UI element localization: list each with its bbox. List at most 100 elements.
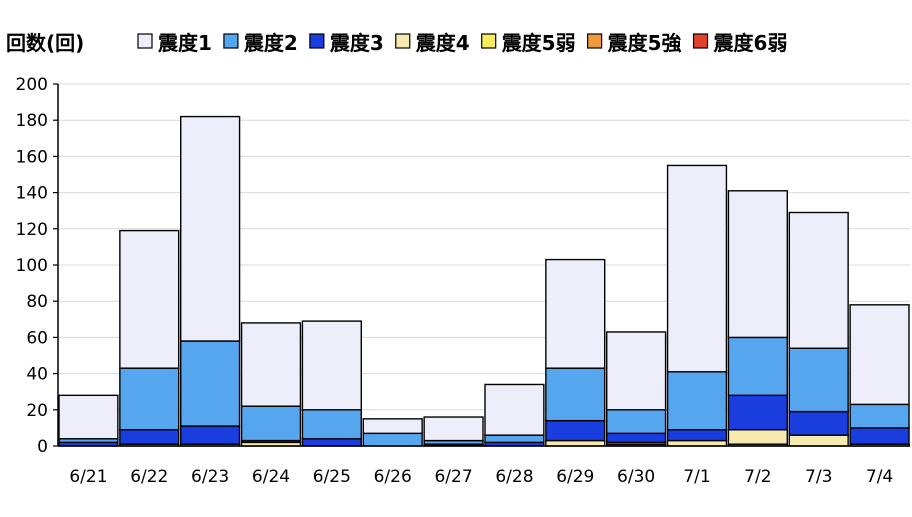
- bar-7-3-4-s4: [788, 434, 849, 447]
- bar-6-27-1-s1: [423, 416, 484, 442]
- bar-6-24-2-s2: [240, 405, 302, 442]
- x-tick-label-6-23: 6/23: [191, 467, 229, 487]
- y-tick-label-160: 160: [16, 147, 48, 167]
- x-tick-label-6-25: 6/25: [313, 467, 351, 487]
- legend-label: 震度6弱: [714, 31, 788, 55]
- bar-6-29-1-s1: [545, 258, 606, 369]
- legend-swatch: [137, 33, 153, 49]
- bar-6-26-2-s2: [362, 432, 423, 447]
- legend-swatch: [223, 33, 239, 49]
- bar-group-6-24: [240, 322, 302, 447]
- bar-7-3-3-s3: [788, 410, 849, 436]
- bar-7-1-1-s1: [666, 164, 728, 373]
- legend-item-7: 震度6弱: [692, 31, 788, 55]
- y-tick-label-180: 180: [16, 111, 48, 131]
- y-axis-label: 回数(回): [6, 31, 84, 55]
- legend-swatch: [692, 33, 709, 49]
- axes: [53, 83, 910, 447]
- bar-6-28-1-s1: [484, 383, 545, 436]
- bar-6-23-1-s1: [180, 115, 241, 342]
- bar-7-4-2-s2: [849, 403, 910, 429]
- bar-6-21-1-s1: [58, 394, 119, 440]
- bar-group-6-25: [301, 320, 362, 447]
- bar-6-30-3-s3: [606, 432, 667, 444]
- x-tick-label-6-24: 6/24: [252, 467, 290, 487]
- bar-7-4-3-s3: [849, 427, 910, 445]
- bar-group-6-29: [545, 258, 606, 447]
- bar-7-2-1-s1: [727, 190, 788, 339]
- legend-item-3: 震度3: [309, 31, 384, 55]
- bar-6-24-1-s1: [240, 322, 302, 407]
- x-tick-label-6-26: 6/26: [374, 467, 412, 487]
- bar-6-25-1-s1: [301, 320, 362, 411]
- y-tick-label-120: 120: [16, 220, 48, 240]
- bar-group-6-27: [423, 416, 484, 447]
- x-tick-label-6-27: 6/27: [434, 467, 472, 487]
- legend-swatch: [309, 33, 325, 49]
- y-tick-label-20: 20: [26, 401, 48, 421]
- x-tick-label-7-4: 7/4: [866, 467, 893, 487]
- bar-7-3-2-s2: [788, 347, 849, 413]
- x-tick-label-7-3: 7/3: [805, 467, 832, 487]
- y-tick-label-40: 40: [26, 365, 48, 385]
- legend-item-6: 震度5強: [587, 31, 682, 55]
- x-tick-label-7-2: 7/2: [744, 467, 771, 487]
- x-tick-label-7-1: 7/1: [683, 467, 710, 487]
- bar-6-29-2-s2: [545, 367, 606, 422]
- bar-group-6-30: [606, 331, 667, 447]
- bar-group-6-26: [362, 418, 423, 447]
- bar-group-7-4: [849, 304, 910, 447]
- legend-swatch: [481, 33, 497, 49]
- x-tick-label-6-29: 6/29: [556, 467, 594, 487]
- bar-7-2-4-s4: [727, 429, 788, 445]
- bar-group-7-3: [788, 211, 849, 447]
- bar-6-28-2-s2: [484, 434, 545, 444]
- bar-group-6-21: [58, 394, 119, 447]
- bar-7-1-2-s2: [666, 371, 728, 431]
- y-tick-label-140: 140: [16, 184, 48, 204]
- bar-6-23-2-s2: [180, 340, 241, 427]
- x-tick-labels: 6/21 6/22 6/23 6/24 6/25 6/26 6/27 6/28 6/29 6/30…: [69, 467, 893, 487]
- y-tick-label-100: 100: [16, 256, 48, 276]
- x-tick-label-6-30: 6/30: [617, 467, 655, 487]
- bar-6-22-1-s1: [119, 229, 180, 369]
- legend-item-1: 震度1: [137, 31, 212, 55]
- bar-7-1-3-s3: [666, 429, 728, 442]
- legend: 回数(回) 震度1 震度2 震度3 震度4 震度5弱 震度5強 震度6弱: [6, 31, 787, 55]
- y-tick-label-200: 200: [16, 75, 48, 95]
- bar-6-29-4-s4: [545, 439, 606, 447]
- legend-label: 震度3: [330, 31, 384, 55]
- bar-group-7-2: [727, 190, 788, 447]
- legend-label: 震度2: [244, 31, 298, 55]
- legend-item-5: 震度5弱: [481, 31, 576, 55]
- x-tick-label-6-21: 6/21: [69, 467, 107, 487]
- legend-swatch: [395, 33, 411, 49]
- y-tick-label-60: 60: [26, 328, 48, 348]
- x-tick-label-6-22: 6/22: [130, 467, 168, 487]
- bar-6-30-1-s1: [606, 331, 667, 411]
- bar-6-22-2-s2: [119, 367, 180, 431]
- bars: [58, 115, 910, 447]
- bar-6-29-3-s3: [545, 419, 606, 442]
- bar-group-7-1: [666, 164, 728, 447]
- y-tick-labels: 0 20 40 60 80 100 120 140 160 180 200: [16, 75, 48, 457]
- bar-6-26-1-s1: [362, 418, 423, 435]
- bar-group-6-22: [119, 229, 180, 447]
- legend-label: 震度1: [158, 31, 212, 55]
- legend-label: 震度5強: [608, 31, 682, 55]
- bar-7-3-1-s1: [788, 211, 849, 349]
- bar-group-6-23: [180, 115, 241, 447]
- bar-6-22-3-s3: [119, 429, 180, 445]
- bar-6-25-3-s3: [301, 438, 362, 447]
- legend-swatch: [587, 33, 603, 49]
- bar-7-2-3-s3: [727, 394, 788, 431]
- bar-group-6-28: [484, 383, 545, 447]
- bar-6-30-2-s2: [606, 409, 667, 435]
- bar-6-25-2-s2: [301, 409, 362, 440]
- y-tick-label-0: 0: [37, 437, 48, 457]
- x-tick-label-6-28: 6/28: [495, 467, 533, 487]
- bar-7-2-2-s2: [727, 336, 788, 397]
- bar-7-1-4-s4: [666, 439, 728, 447]
